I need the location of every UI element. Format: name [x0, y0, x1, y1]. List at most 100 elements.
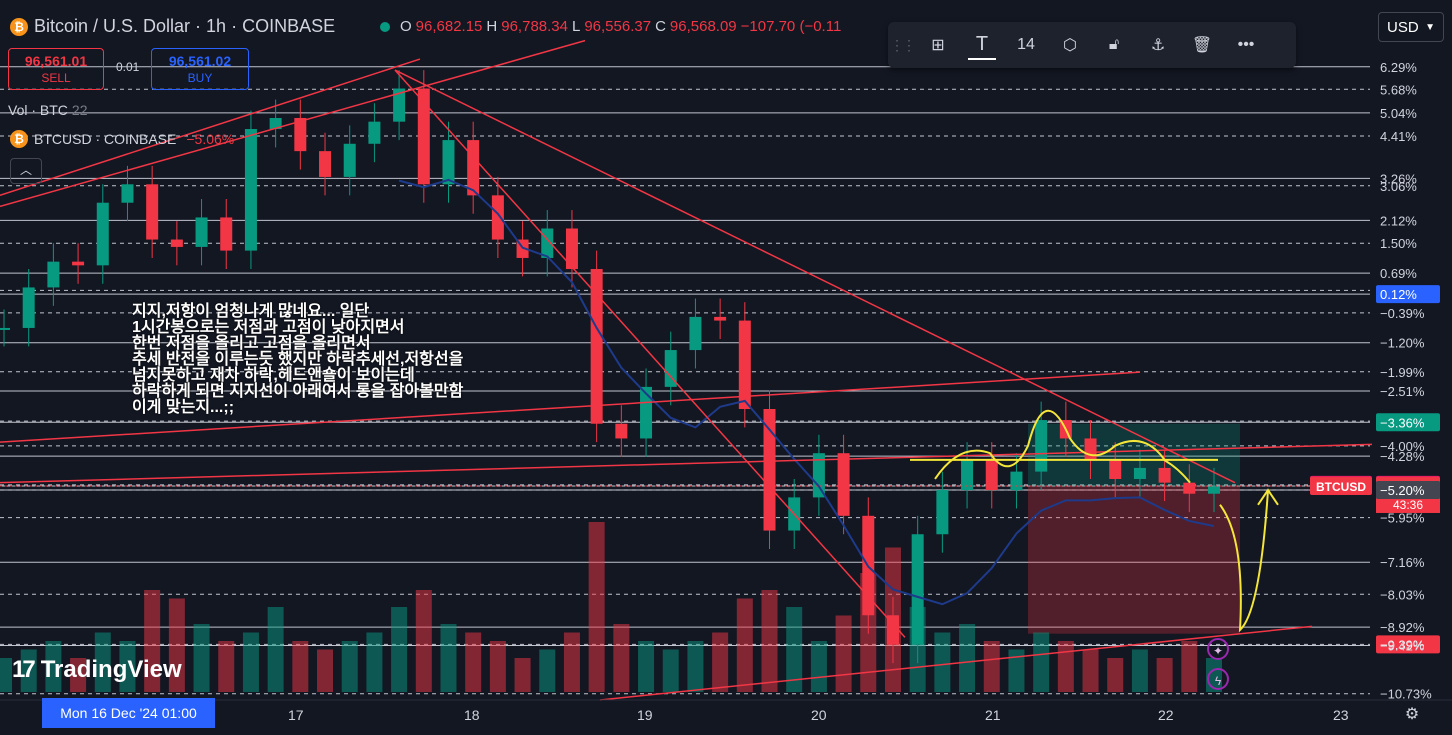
candle-body	[96, 202, 109, 266]
price-scale-label: −5.20%	[1380, 483, 1425, 498]
symbol-badge-label: BTCUSD	[1316, 480, 1366, 494]
chevron-down-icon: ▼	[1425, 21, 1435, 33]
compare-change: −5.06%	[186, 131, 235, 147]
bottom-support-line	[599, 625, 1313, 701]
open-label: O	[400, 18, 412, 35]
price-scale-bg	[1372, 48, 1452, 700]
candle-body	[467, 140, 480, 196]
moving-average-line	[398, 178, 1215, 606]
candle-body	[195, 217, 208, 247]
volume-bar	[415, 590, 432, 692]
candle-body	[985, 460, 998, 491]
volume-bar	[1057, 641, 1074, 692]
drawing-toolbar[interactable]: ⋮⋮ ⊞ T 14 ⬡ 🔓︎ ⚓︎ 🗑︎ •••	[888, 22, 1296, 68]
sell-button[interactable]: 96,561.01 SELL	[8, 48, 104, 90]
price-scale-label: 1.50%	[1380, 236, 1417, 251]
volume-bar	[317, 649, 334, 692]
annotation-text[interactable]: 지지,저항이 엄청나게 많네요... 일단 1시간봉으로는 저점과 고점이 낮아…	[132, 303, 464, 416]
anchor-icon[interactable]: ⚓︎	[1150, 37, 1166, 54]
tradingview-logo: 17 TradingView	[12, 656, 182, 684]
alert-icon[interactable]: ✦	[1207, 638, 1229, 660]
price-scale-label: 5.68%	[1380, 82, 1417, 97]
volume-bar	[1131, 649, 1148, 692]
brand-name: TradingView	[40, 656, 182, 683]
candle-body	[763, 408, 776, 531]
price-scale-label: 5.04%	[1380, 106, 1417, 121]
candle-body	[1035, 420, 1048, 472]
buy-label: BUY	[187, 71, 213, 85]
x-tick-23: 23	[1333, 707, 1349, 723]
volume-bar	[292, 641, 309, 692]
font-size-button[interactable]: 14	[1017, 36, 1035, 53]
price-scale-label: −5.95%	[1380, 511, 1425, 526]
price-scale-label: 3.26%	[1380, 171, 1417, 186]
x-tick-19: 19	[637, 707, 653, 723]
volume-bar	[119, 641, 136, 692]
candle-body	[714, 316, 727, 321]
volume-bar	[983, 641, 1000, 692]
settings-icon[interactable]: ⬡	[1063, 37, 1077, 54]
candle-body	[961, 460, 974, 491]
price-scale-label: −4.00%	[1380, 439, 1425, 454]
price-scale-label: −3.36%	[1380, 415, 1425, 430]
volume-bar	[934, 632, 951, 692]
candle-body	[121, 184, 134, 203]
rising-line-1	[0, 371, 1141, 443]
low-value: 96,556.37	[584, 18, 652, 35]
candle-body	[244, 129, 257, 251]
candle-body	[22, 287, 35, 328]
gear-icon[interactable]: ⚙︎	[1404, 706, 1420, 723]
crosshair-date-label: Mon 16 Dec '24 01:00	[42, 698, 215, 728]
buy-button[interactable]: 96,561.02 BUY	[151, 48, 249, 90]
candle-body	[319, 151, 332, 177]
volume-bar	[366, 632, 383, 692]
templates-icon[interactable]: ⊞	[931, 37, 945, 54]
volume-bar	[193, 624, 210, 692]
tradingview-mark-icon: 17	[12, 656, 36, 683]
currency-select[interactable]: USD ▼	[1378, 12, 1444, 42]
volume-bar	[70, 658, 87, 692]
volume-bar	[440, 624, 457, 692]
price-badge	[1376, 481, 1440, 500]
downtrend-line	[394, 69, 1236, 484]
symbol-header[interactable]: ₿ Bitcoin / U.S. Dollar · 1h · COINBASE	[10, 16, 335, 37]
candle-body	[0, 327, 10, 330]
drag-handle-icon[interactable]: ⋮⋮	[890, 36, 916, 53]
change-value: −107.70 (−0.11	[740, 18, 842, 35]
volume-bar	[736, 598, 753, 692]
volume-bar	[1107, 658, 1124, 692]
volume-label: Vol · BTC	[8, 102, 68, 118]
ohlc-readout: O 96,682.15 H 96,788.34 L 96,556.37 C 96,568…	[380, 18, 841, 35]
volume-bar	[218, 641, 235, 692]
text-color-icon[interactable]: T	[968, 30, 996, 60]
candle-body	[615, 423, 628, 439]
price-badge	[1376, 285, 1440, 304]
market-open-dot-icon	[380, 21, 390, 32]
volume-bar	[588, 522, 605, 692]
candle-body	[417, 88, 430, 185]
candle-body	[837, 453, 850, 516]
stop-loss-zone	[1028, 486, 1240, 634]
volume-bar	[959, 624, 976, 692]
volume-bar	[563, 632, 580, 692]
candle-body	[47, 261, 60, 288]
price-scale-label: −1.99%	[1380, 365, 1425, 380]
trash-icon[interactable]: 🗑︎	[1191, 37, 1213, 54]
compare-legend[interactable]: ₿ BTCUSD · COINBASE −5.06%	[10, 130, 234, 148]
currency-value: USD	[1387, 18, 1419, 36]
lock-icon[interactable]: 🔓︎	[1108, 36, 1120, 53]
more-icon[interactable]: •••	[1237, 36, 1255, 53]
symbol-title: Bitcoin / U.S. Dollar · 1h · COINBASE	[34, 16, 336, 36]
lightning-icon[interactable]: ϟ	[1207, 668, 1229, 690]
candle-body	[1084, 438, 1097, 461]
candle-body	[590, 269, 603, 424]
spread-value: 0.01	[116, 60, 140, 74]
candle-body	[565, 228, 578, 270]
candle-body	[72, 261, 85, 266]
collapse-legend-button[interactable]: ︿	[10, 158, 42, 184]
bounce-arrow-drawing	[1219, 489, 1269, 633]
x-tick-22: 22	[1158, 707, 1174, 723]
volume-legend[interactable]: Vol · BTC 22	[8, 102, 87, 118]
volume-bar	[144, 590, 161, 692]
